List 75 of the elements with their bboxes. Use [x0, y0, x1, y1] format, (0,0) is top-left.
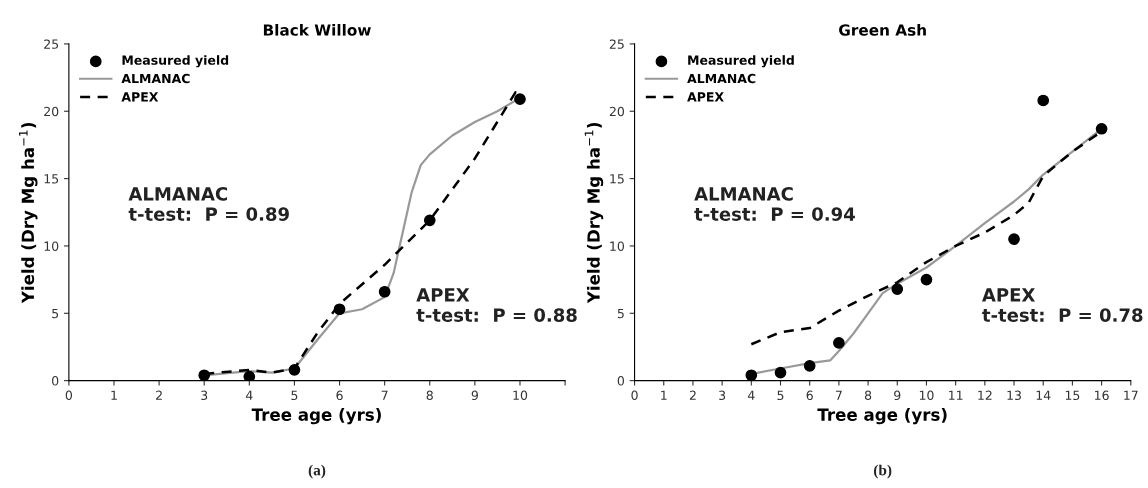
point	[288, 364, 301, 376]
point	[1008, 233, 1020, 246]
x-tick-label: 2	[689, 390, 696, 400]
x-tick-label: 6	[336, 390, 343, 401]
annotation: APEX t-test: P = 0.88	[416, 288, 577, 322]
point	[333, 303, 346, 316]
x-tick-label: 9	[894, 390, 901, 401]
legend-label: ALMANAC	[687, 73, 756, 84]
x-tick-label: 3	[201, 390, 208, 401]
point	[1095, 122, 1108, 135]
legend-label: Measured yield	[122, 55, 229, 68]
x-tick-label: 2	[156, 390, 162, 400]
x-tick-label: 3	[719, 390, 726, 401]
y-axis-title: Yield (Dry Mg ha$^{−1}$)	[584, 122, 604, 304]
text: (a)	[308, 464, 326, 479]
x-tick-label: 5	[777, 390, 784, 401]
x-tick-label: 4	[245, 390, 253, 400]
x-tick-label: 4	[747, 390, 755, 400]
point	[423, 214, 436, 227]
x-tick-label: 14	[1036, 390, 1051, 400]
point	[378, 285, 391, 298]
x-tick-label: 7	[835, 390, 842, 400]
x-tick-label: 15	[1065, 390, 1080, 401]
x-tick-label: 1	[111, 390, 117, 400]
point	[833, 337, 845, 349]
x-tick-label: 7	[381, 390, 388, 400]
x-tick-label: 13	[1007, 390, 1021, 401]
point	[891, 283, 904, 295]
annotation: ALMANAC t-test: P = 0.94	[694, 187, 855, 221]
x-tick-label: 0	[631, 390, 638, 401]
y-tick-label: 10	[44, 241, 59, 251]
legend-label: APEX	[687, 92, 724, 102]
y-tick-label: 10	[610, 241, 625, 251]
x-tick-label: 9	[471, 390, 478, 401]
legend-label: APEX	[121, 92, 159, 102]
legend-label: Measured yield	[688, 55, 794, 68]
point	[1037, 94, 1050, 107]
x-tick-label: 1	[661, 390, 667, 400]
y-tick-label: 15	[44, 174, 59, 184]
x-tick-label: 10	[513, 390, 528, 401]
y-tick-label: 25	[44, 39, 59, 49]
legend-label: ALMANAC	[121, 73, 190, 84]
x-tick-label: 8	[864, 390, 872, 401]
x-tick-label: 8	[426, 390, 433, 401]
x-tick-label: 6	[806, 390, 813, 401]
x-tick-label: 12	[978, 390, 992, 400]
point	[774, 366, 787, 379]
y-tick-label: 25	[609, 39, 624, 49]
y-tick-label: 0	[52, 376, 59, 386]
x-tick-label: 0	[65, 390, 73, 401]
y-tick-label: 5	[52, 308, 59, 319]
chart-title: Green Ash	[839, 23, 926, 36]
x-tick-label: 11	[949, 390, 963, 400]
x-tick-label: 10	[919, 390, 934, 401]
y-tick-label: 20	[609, 106, 625, 117]
x-tick-label: 16	[1095, 390, 1109, 401]
x-tick-label: 17	[1124, 390, 1138, 400]
point	[745, 369, 758, 381]
text: (b)	[874, 464, 892, 479]
point	[198, 369, 211, 381]
point	[243, 370, 256, 381]
point	[803, 359, 816, 372]
annotation: APEX t-test: P = 0.78	[982, 288, 1143, 322]
y-tick-label: 5	[617, 308, 624, 319]
x-axis-title: Tree age (yrs)	[251, 408, 381, 425]
y-tick-label: 20	[44, 106, 59, 117]
annotation: ALMANAC t-test: P = 0.89	[128, 187, 289, 221]
x-tick-label: 5	[291, 390, 298, 401]
point	[514, 93, 526, 105]
chart-title: Black Willow	[263, 23, 371, 36]
y-tick-label: 0	[617, 376, 625, 386]
point	[920, 273, 933, 286]
x-axis-title: Tree age (yrs)	[817, 408, 947, 425]
y-tick-label: 15	[610, 174, 624, 184]
y-axis-title: Yield (Dry Mg ha$^{−1}$)	[19, 122, 38, 304]
